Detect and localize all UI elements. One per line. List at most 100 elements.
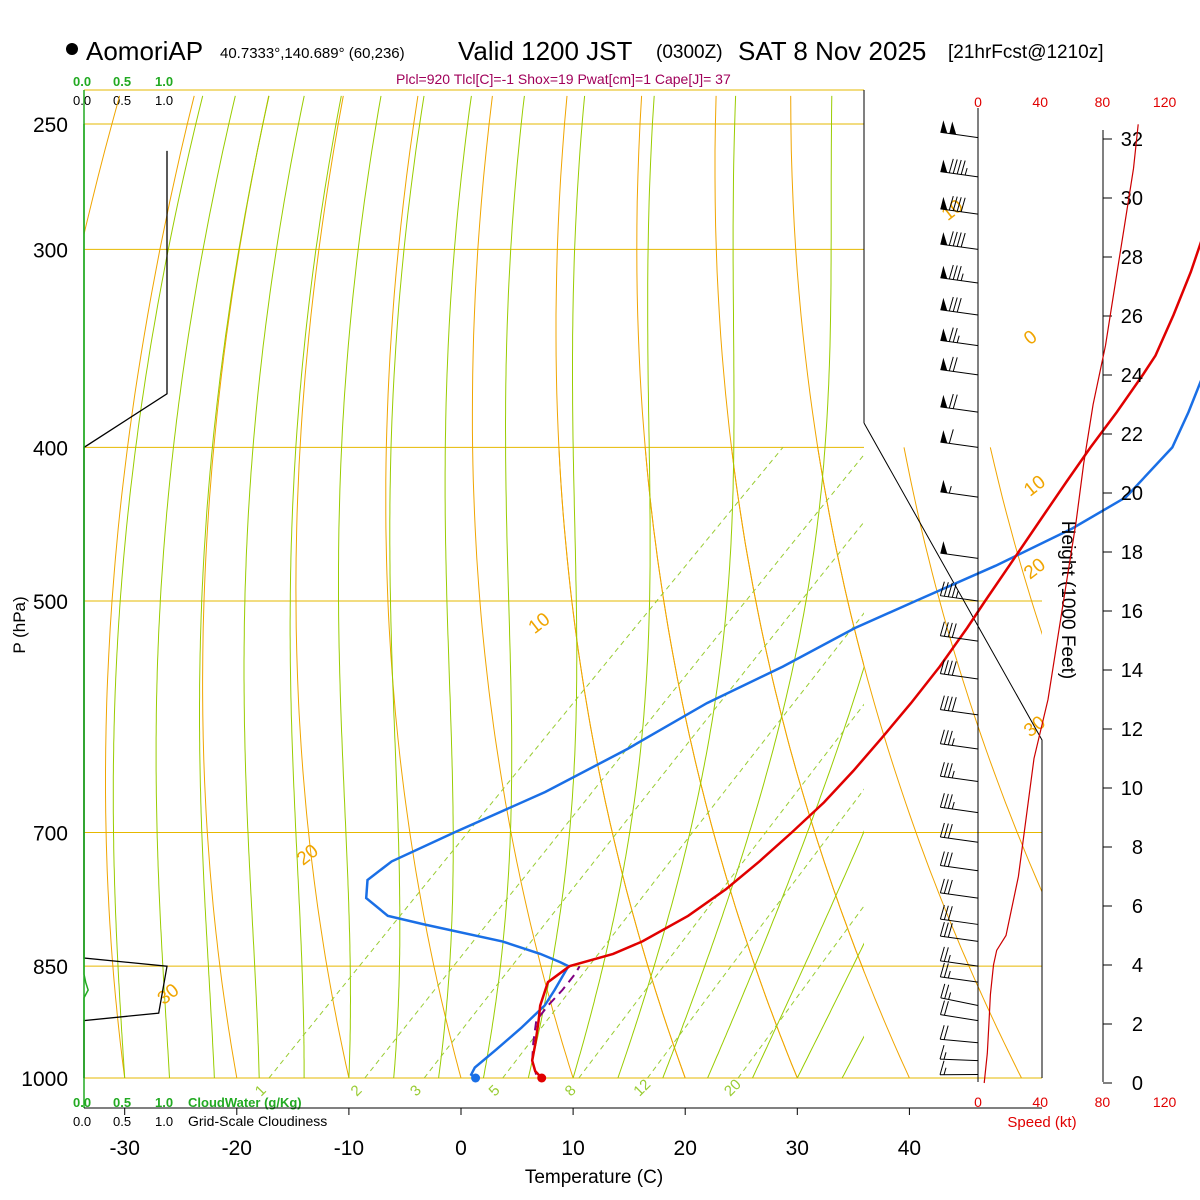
wind-barb-staff [940, 369, 979, 376]
wind-barb-feather [943, 963, 949, 978]
temperature-tick--10: -10 [334, 1137, 364, 1160]
pressure-tick-700: 700 [33, 823, 68, 846]
dry-adiabat-line [555, 95, 686, 1078]
height-tick-4: 4 [1132, 955, 1143, 977]
wind-barb-staff [940, 935, 979, 942]
moist-adiabat-line [527, 95, 586, 1078]
height-tick-24: 24 [1121, 365, 1143, 387]
wind-barb-staff [940, 775, 979, 783]
wind-barb-feather [947, 582, 953, 597]
wind-barb-feather [947, 696, 953, 711]
wind-barb-staff [940, 892, 979, 899]
wind-barb-feather [948, 356, 954, 372]
cloudwater-tick-2: 1.0 [155, 74, 173, 89]
dry-adiabat-line [385, 95, 462, 1078]
wind-barb-staff [940, 976, 979, 983]
dry-adiabat-line [1163, 447, 1200, 1078]
wind-barb-half-feather [943, 1067, 947, 1075]
wind-barb-feather [939, 962, 945, 978]
pressure-tick-1000: 1000 [21, 1068, 68, 1091]
height-tick-32: 32 [1121, 129, 1143, 151]
wind-barb-feather [939, 1025, 945, 1040]
wind-barb-feather [956, 297, 962, 313]
wind-barb-feather [951, 661, 957, 676]
dry-adiabat-line [644, 447, 798, 1078]
wind-barb-feather [939, 729, 945, 744]
wind-barb [939, 822, 979, 843]
wind-barb-half-feather [951, 770, 955, 779]
wind-barb [939, 1025, 979, 1044]
temperature-tick--20: -20 [222, 1137, 252, 1160]
valid-zulu: (0300Z) [656, 42, 723, 63]
wind-barb-feather [956, 197, 962, 212]
moist-adiabat-line [289, 95, 342, 1078]
wind-barb-staff [940, 1014, 979, 1022]
mixing-ratio-label-12: 12 [630, 1076, 654, 1100]
wind-barb-feather [947, 763, 953, 778]
cloudwater-tick-1: 0.5 [113, 74, 131, 89]
wind-barb-staff [940, 997, 979, 1006]
wind-barb-pennant [940, 479, 948, 493]
wind-barb-pennant [940, 120, 948, 134]
wind-scale-top: 0 40 80 120 [974, 94, 1176, 110]
wind-barb-staff [940, 277, 979, 284]
wind-barb-staff [940, 918, 979, 925]
wind-scale-top-40: 40 [1032, 94, 1048, 110]
height-tick-28: 28 [1121, 247, 1143, 269]
dry-adiabat-line [105, 95, 195, 1078]
mixing-ratio-line-2 [364, 453, 864, 1078]
wind-barb [940, 393, 979, 413]
moist-adiabat-line [662, 95, 833, 1078]
valid-time: Valid 1200 JST [458, 36, 633, 66]
dry-adiabat-line [790, 95, 864, 668]
wind-barb-feather [943, 879, 949, 894]
wind-barb-staff [940, 441, 979, 448]
wind-barb [940, 356, 979, 376]
wind-barb-half-feather [951, 738, 955, 746]
temperature-tick-20: 20 [674, 1137, 697, 1160]
wind-barb-feather [960, 160, 966, 175]
dry-adiabat-line [1089, 96, 1200, 1078]
temperature-tick--30: -30 [110, 1137, 140, 1160]
wind-barb-feather [956, 265, 962, 281]
dry-adiabat-line [865, 96, 1133, 1078]
cloudiness-profile [83, 150, 168, 1078]
wind-barb [940, 195, 979, 215]
wind-barb-pennant [940, 328, 948, 342]
dry-adiabat-line [295, 95, 350, 1078]
wind-barb-half-feather [964, 167, 968, 176]
cloud-scale-top: 0.0 0.5 1.0 0.0 0.5 1.0 [73, 74, 173, 108]
height-tick-0: 0 [1132, 1073, 1143, 1095]
height-tick-18: 18 [1121, 542, 1143, 564]
wind-barb-feather [943, 851, 949, 867]
wind-scale-bottom-80: 80 [1095, 1094, 1111, 1110]
wind-barb-staff [940, 673, 979, 680]
cloudwater-tick-1-bottom: 0.5 [113, 1095, 131, 1110]
wind-barb-feather [948, 296, 954, 312]
height-tick-26: 26 [1121, 306, 1143, 328]
wind-barb [939, 922, 979, 942]
wind-barb-feather [939, 1060, 945, 1075]
temperature-axis: -30 -20 -10 0 10 20 30 40 [110, 1108, 921, 1160]
temperature-tick-30: 30 [786, 1137, 809, 1160]
pressure-tick-400: 400 [33, 437, 68, 460]
station-dot [66, 43, 78, 55]
wind-barb-staff [940, 709, 979, 716]
wind-scale-bottom-120: 120 [1153, 1094, 1177, 1110]
wind-barb-half-feather [947, 970, 951, 979]
wind-barb-feather [947, 660, 953, 675]
wind-barb [940, 120, 979, 139]
wind-barb [940, 158, 979, 178]
wind-barbs [939, 120, 979, 1076]
forecast-info: [21hrFcst@1210z] [948, 42, 1104, 63]
wind-barb-feather [956, 232, 962, 247]
frame-right-lower [863, 422, 1043, 1078]
wind-barb-feather [952, 265, 958, 280]
wind-barb-pennant [940, 196, 948, 210]
dry-adiabat-line [202, 95, 270, 1078]
wind-barb-feather [948, 264, 954, 280]
height-tick-14: 14 [1121, 660, 1143, 682]
